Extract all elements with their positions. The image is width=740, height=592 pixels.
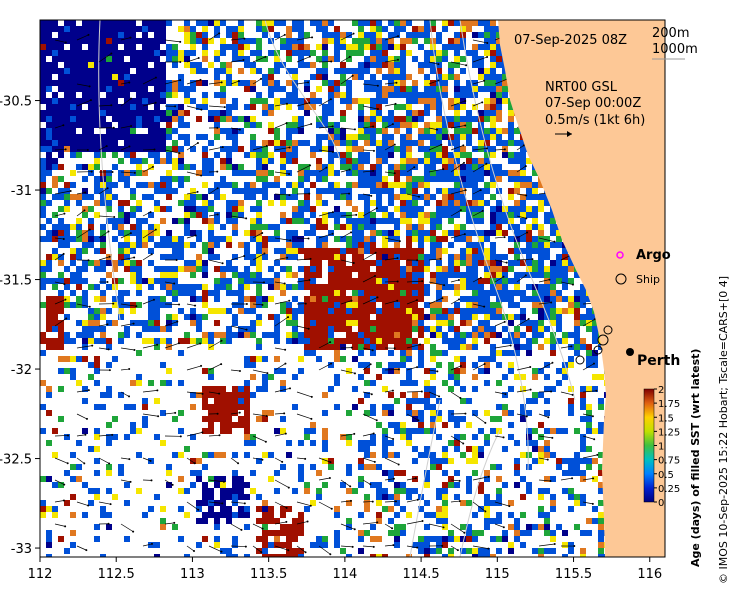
x-tick-label: 115 bbox=[485, 567, 510, 582]
current-time-label: 07-Sep 00:00Z bbox=[545, 96, 641, 111]
colorbar bbox=[643, 388, 655, 503]
x-tick-label: 113.5 bbox=[250, 567, 287, 582]
perth-label: Perth bbox=[637, 353, 680, 369]
x-tick-label: 113 bbox=[180, 567, 205, 582]
x-tick-label: 114 bbox=[332, 567, 357, 582]
colorbar-tick-label: 1.25 bbox=[658, 427, 680, 438]
x-tick-label: 112.5 bbox=[98, 567, 135, 582]
colorbar-ticks: 2 1.75 1.5 1.25 1 0.75 0.5 0.25 0 bbox=[654, 385, 680, 509]
x-tick-label: 116 bbox=[637, 567, 662, 582]
colorbar-tick-label: 1.75 bbox=[658, 399, 680, 410]
colorbar-tick-label: 1.5 bbox=[658, 413, 674, 424]
colorbar-title: Age (days) of filled SST (wrt latest) bbox=[689, 349, 702, 567]
x-tick-label: 114.5 bbox=[402, 567, 439, 582]
ship-positions bbox=[575, 325, 613, 365]
colorbar-tick-label: 1 bbox=[658, 442, 664, 453]
current-source-label: NRT00 GSL bbox=[545, 80, 618, 95]
ship-label: Ship bbox=[636, 273, 660, 286]
isobath-legend-1000m: 1000m bbox=[652, 42, 698, 57]
argo-label: Argo bbox=[636, 248, 671, 263]
colorbar-tick-label: 0.5 bbox=[658, 470, 674, 481]
ship-marker-icon bbox=[615, 273, 627, 285]
current-vectors bbox=[54, 32, 600, 556]
x-tick-label: 112 bbox=[28, 567, 53, 582]
y-tick-label: -30.5 bbox=[0, 95, 32, 110]
colorbar-tick-label: 0.75 bbox=[658, 456, 680, 467]
y-tick-label: -31.5 bbox=[0, 274, 32, 289]
perth-city-marker bbox=[626, 348, 634, 356]
y-tick-label: -32 bbox=[11, 363, 32, 378]
current-scale-arrow bbox=[555, 131, 572, 137]
map-title: 07-Sep-2025 08Z bbox=[514, 33, 627, 48]
y-tick-label: -32.5 bbox=[0, 453, 32, 468]
x-tick-label: 115.5 bbox=[555, 567, 592, 582]
y-axis-ticks: -30.5 -31 -31.5 -32 -32.5 -33 bbox=[0, 95, 40, 557]
y-tick-label: -31 bbox=[11, 184, 32, 199]
argo-marker-icon bbox=[616, 251, 624, 259]
credit-text: © IMOS 10-Sep-2025 15:22 Hobart; Tscale=… bbox=[717, 276, 730, 584]
colorbar-tick-label: 0 bbox=[658, 498, 664, 509]
current-scale-label: 0.5m/s (1kt 6h) bbox=[545, 113, 645, 128]
isobath-lines bbox=[98, 20, 576, 557]
x-axis-ticks: 112 112.5 113 113.5 114 114.5 115 115.5 116 bbox=[28, 557, 662, 582]
y-tick-label: -33 bbox=[11, 542, 32, 557]
plot-frame bbox=[39, 19, 666, 558]
colorbar-tick-label: 2 bbox=[658, 385, 664, 396]
land-mass bbox=[498, 20, 665, 557]
colorbar-tick-label: 0.25 bbox=[658, 484, 680, 495]
isobath-legend-200m: 200m bbox=[652, 26, 689, 41]
